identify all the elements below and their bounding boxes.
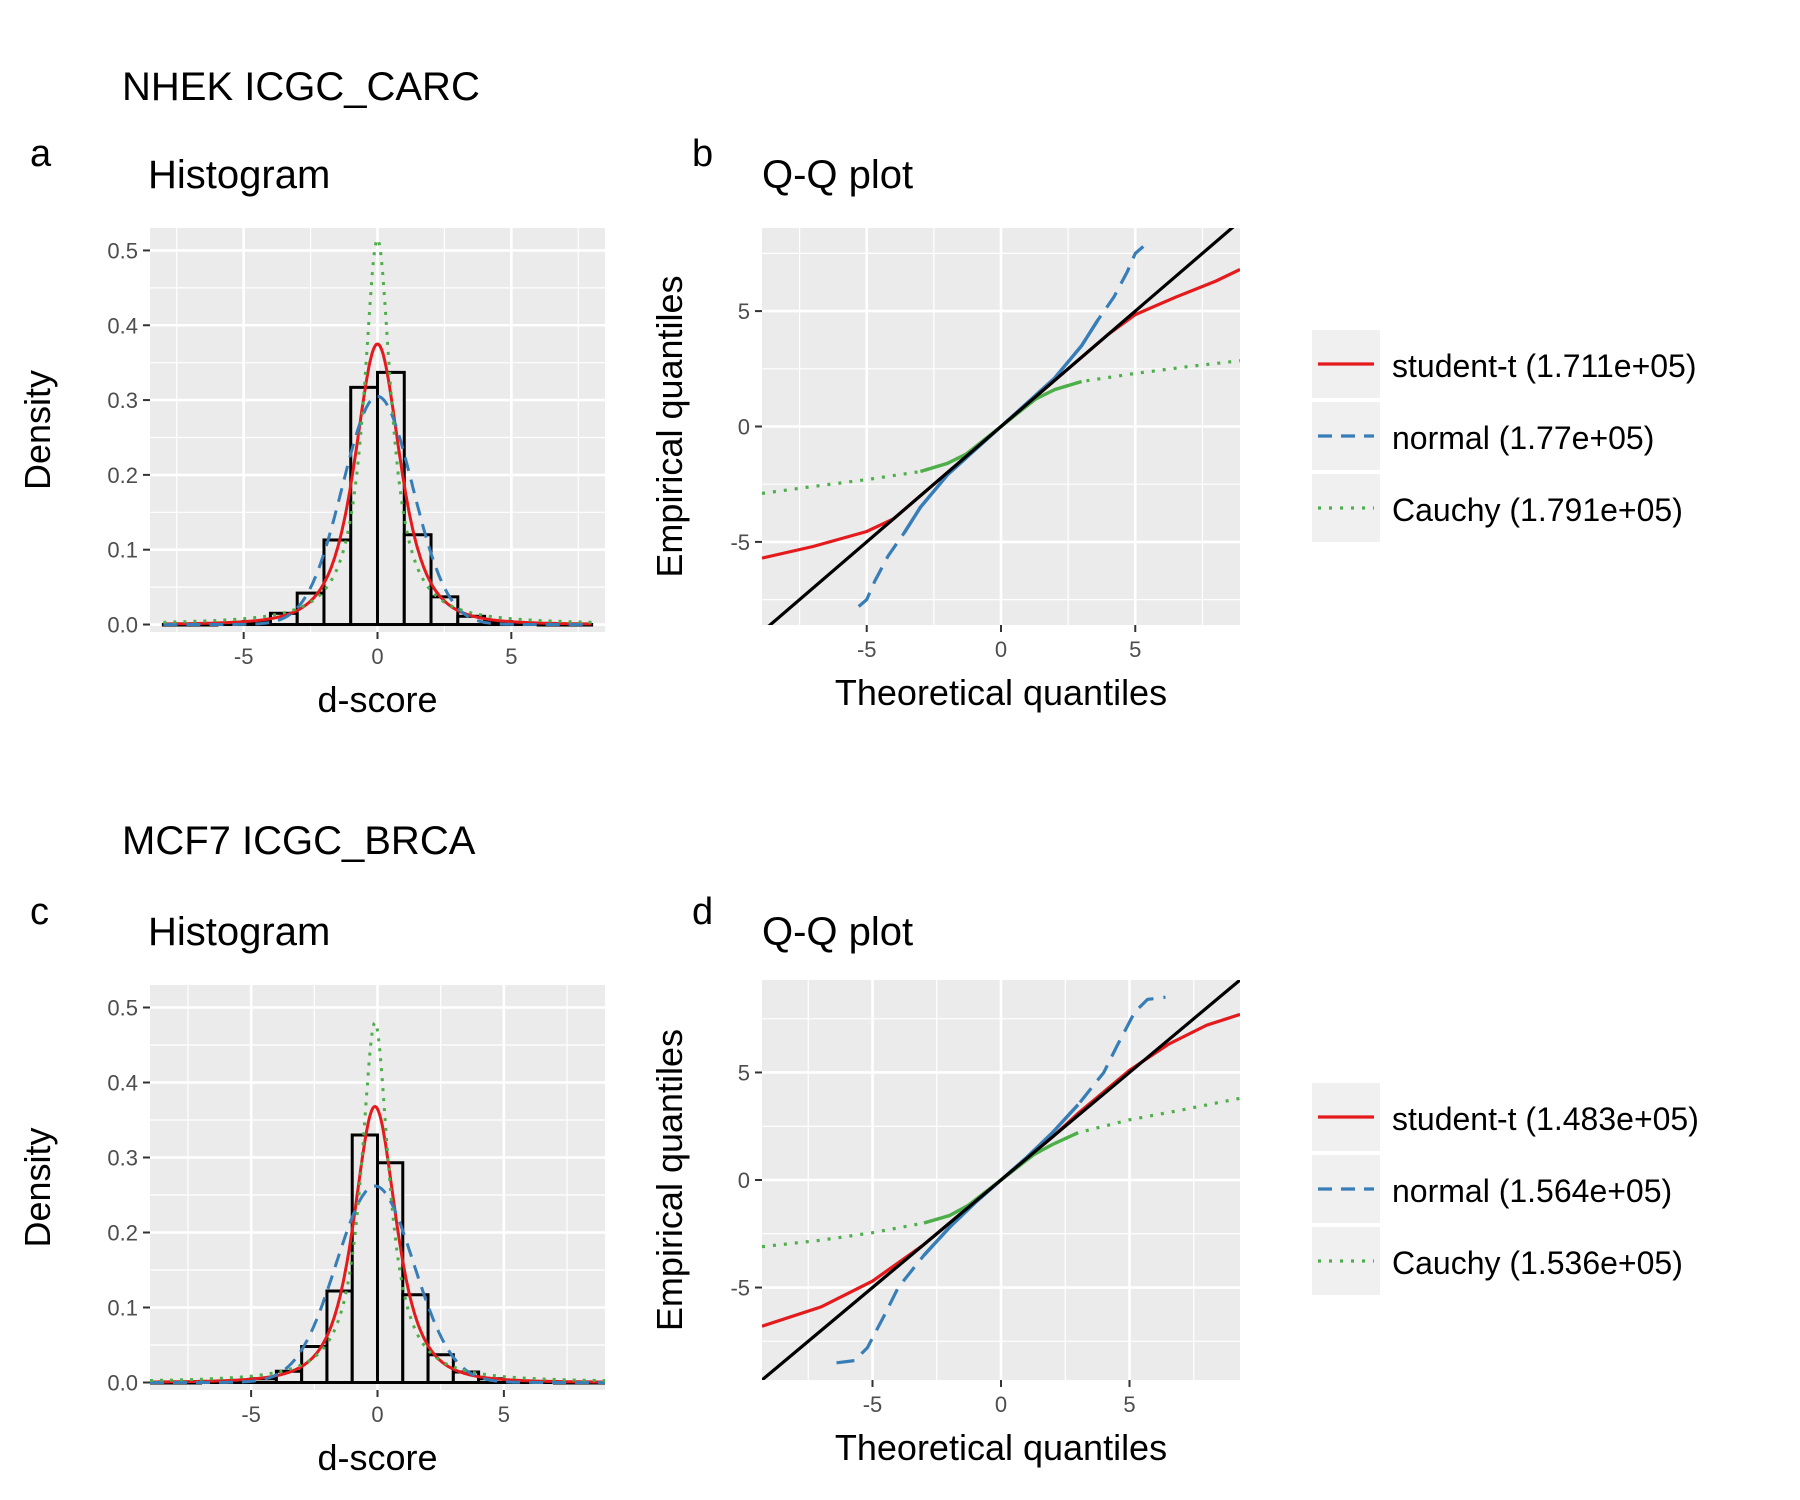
- panel-title: Q-Q plot: [762, 153, 913, 197]
- y-tick-label: 0.0: [107, 1371, 138, 1396]
- y-axis-label: Empirical quantiles: [649, 275, 690, 577]
- y-tick-label: 0.2: [107, 1221, 138, 1246]
- y-tick-label: 0.2: [107, 463, 138, 488]
- panel-letter-b: b: [692, 133, 713, 175]
- panel-letter-a: a: [30, 133, 52, 175]
- y-tick-label: 0.1: [107, 538, 138, 563]
- x-axis-label: Theoretical quantiles: [835, 1427, 1167, 1468]
- legend-bottom: student-t (1.483e+05) normal (1.564e+05) C…: [1312, 1083, 1699, 1295]
- density-curve-normal: [163, 394, 592, 626]
- x-tick-label: -5: [863, 1392, 883, 1417]
- x-axis-label: d-score: [317, 679, 437, 720]
- y-tick-label: 5: [738, 1060, 750, 1085]
- y-tick-label: 0.4: [107, 1071, 138, 1096]
- y-axis-label: Empirical quantiles: [649, 1029, 690, 1331]
- x-tick-label: 0: [371, 644, 383, 669]
- histogram-panel-a: -5 0 5 0.0 0.1 0.2 0.3 0.4 0.5 Histogram d-score De…: [17, 153, 605, 720]
- x-tick-label: 0: [371, 1402, 383, 1427]
- histogram-bar: [376, 370, 406, 627]
- y-tick-label: 0: [738, 415, 750, 440]
- histogram-bar: [376, 1161, 405, 1384]
- histogram-panel-c: -5 0 5 0.0 0.1 0.2 0.3 0.4 0.5 Histogram d-score De…: [17, 910, 605, 1478]
- x-axis-label: d-score: [317, 1437, 437, 1478]
- x-tick-label: 5: [1129, 637, 1141, 662]
- panel-title: Histogram: [148, 910, 330, 954]
- x-axis-label: Theoretical quantiles: [835, 672, 1167, 713]
- y-tick-label: 0.3: [107, 1146, 138, 1171]
- x-tick-label: -5: [241, 1402, 261, 1427]
- qq-panel-b: -5 0 5 -5 0 5 Q-Q plot Theoretical quantiles Emp…: [649, 153, 1240, 713]
- y-axis-label: Density: [17, 1127, 58, 1247]
- y-tick-label: 5: [738, 299, 750, 324]
- x-tick-label: 5: [505, 644, 517, 669]
- legend-label: normal (1.77e+05): [1392, 420, 1654, 456]
- density-curve-cauchy: [150, 1020, 605, 1383]
- legend-key-box: [1312, 1227, 1380, 1295]
- x-tick-label: -5: [857, 637, 877, 662]
- y-tick-label: 0.1: [107, 1296, 138, 1321]
- legend-label: student-t (1.711e+05): [1392, 348, 1697, 384]
- legend-key-box: [1312, 474, 1380, 542]
- x-tick-label: 5: [1123, 1392, 1135, 1417]
- section-title-top: NHEK ICGC_CARC: [122, 65, 480, 109]
- reference-line: [762, 980, 1240, 1380]
- panel-letter-d: d: [692, 891, 713, 933]
- density-curve-cauchy: [163, 236, 592, 624]
- legend-label: Cauchy (1.536e+05): [1392, 1245, 1683, 1281]
- legend-label: student-t (1.483e+05): [1392, 1101, 1699, 1137]
- qq-panel-d: -5 0 5 -5 0 5 Q-Q plot Theoretical quantiles Emp…: [649, 910, 1240, 1468]
- y-tick-label: 0.0: [107, 613, 138, 638]
- y-tick-label: 0.5: [107, 238, 138, 263]
- panel-title: Q-Q plot: [762, 910, 913, 954]
- reference-line: [767, 228, 1235, 625]
- y-tick-label: 0.3: [107, 388, 138, 413]
- panel-title: Histogram: [148, 153, 330, 197]
- y-axis-label: Density: [17, 370, 58, 490]
- density-curve-studentt: [150, 1104, 605, 1384]
- y-tick-label: 0: [738, 1168, 750, 1193]
- density-curve-normal: [150, 1184, 605, 1384]
- legend-top: student-t (1.711e+05) normal (1.77e+05) Ca…: [1312, 330, 1697, 542]
- histogram-bar: [350, 1133, 380, 1384]
- section-title-bottom: MCF7 ICGC_BRCA: [122, 819, 476, 863]
- legend-label: Cauchy (1.791e+05): [1392, 492, 1683, 528]
- histogram-bar: [325, 1289, 354, 1384]
- y-tick-label: -5: [730, 530, 750, 555]
- y-tick-label: -5: [730, 1276, 750, 1301]
- y-tick-label: 0.5: [107, 996, 138, 1021]
- density-curve-studentt: [163, 342, 592, 626]
- x-tick-label: -5: [234, 644, 254, 669]
- panel-letter-c: c: [30, 891, 49, 933]
- y-tick-label: 0.4: [107, 313, 138, 338]
- x-tick-label: 0: [995, 1392, 1007, 1417]
- x-tick-label: 5: [498, 1402, 510, 1427]
- x-tick-label: 0: [995, 637, 1007, 662]
- legend-label: normal (1.564e+05): [1392, 1173, 1672, 1209]
- histogram-bar: [349, 385, 379, 627]
